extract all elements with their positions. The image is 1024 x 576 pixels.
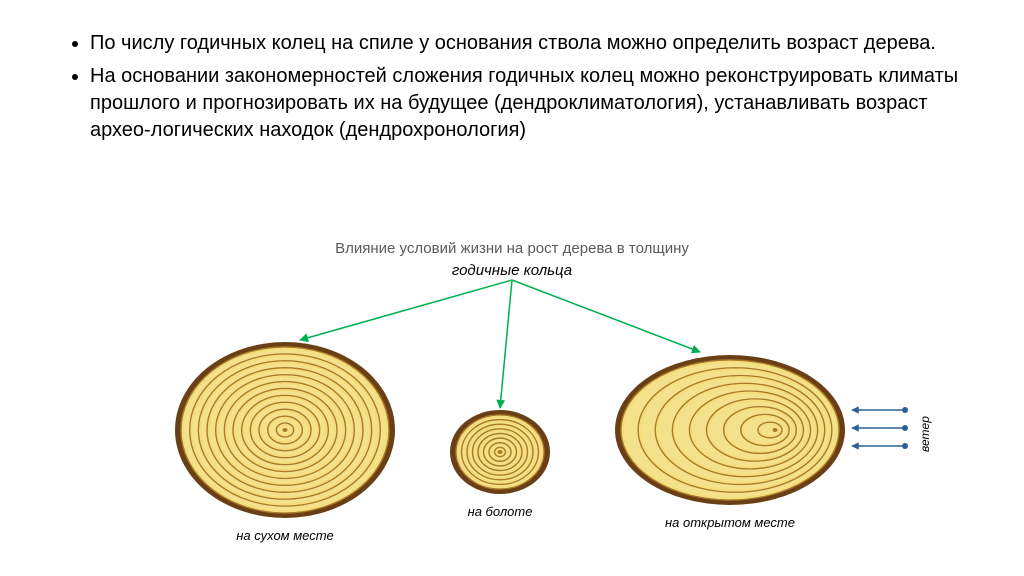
tree-rings-diagram: Влияние условий жизни на рост дерева в т… [0,240,1024,560]
tree-cross-section [171,338,399,522]
cross-section-caption: на болоте [420,504,580,519]
bullet-list: По числу годичных колец на спиле у основ… [70,30,964,144]
cross-section-caption: на открытом месте [650,515,810,530]
cross-section-caption: на сухом месте [205,528,365,543]
tree-cross-section [446,406,554,498]
bullet-1: По числу годичных колец на спиле у основ… [90,30,964,57]
tree-cross-section [611,351,849,509]
bullet-2: На основании закономерностей сложения го… [90,63,964,144]
wind-label: ветер [918,416,932,452]
